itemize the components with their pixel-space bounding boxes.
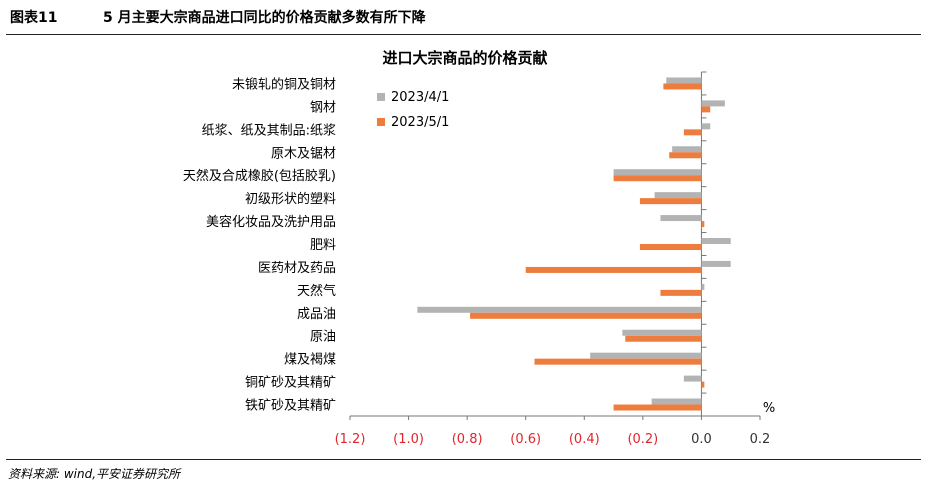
bar-may xyxy=(613,175,702,182)
bar-apr xyxy=(701,123,711,130)
x-tick-label: (1.0) xyxy=(393,432,424,447)
bar-may xyxy=(639,198,702,205)
bottom-divider xyxy=(6,459,921,460)
bar-apr xyxy=(666,77,702,84)
bar-may xyxy=(470,312,702,319)
bar-apr xyxy=(672,146,702,153)
category-label: 钢材 xyxy=(310,100,336,115)
bar-may xyxy=(701,106,711,113)
bar-may xyxy=(639,244,702,250)
bar-apr xyxy=(651,398,702,405)
bar-may xyxy=(534,358,702,365)
bar-may xyxy=(669,152,702,159)
category-label: 未锻轧的铜及铜材 xyxy=(232,76,336,92)
category-label: 纸浆、纸及其制品:纸浆 xyxy=(202,123,336,138)
bar-may xyxy=(701,221,705,228)
x-tick-label: 0.0 xyxy=(691,432,712,447)
bar-may xyxy=(701,381,705,388)
legend-swatch xyxy=(377,118,385,126)
figure-title: 5 月主要大宗商品进口同比的价格贡献多数有所下降 xyxy=(103,10,426,26)
category-label: 肥料 xyxy=(310,238,336,253)
bar-apr xyxy=(683,375,702,382)
category-label: 原油 xyxy=(310,330,336,345)
category-label: 医药材及药品 xyxy=(258,261,336,276)
bar-may xyxy=(525,266,702,273)
bar-apr xyxy=(654,192,702,199)
category-label: 天然气 xyxy=(297,283,336,299)
x-tick-label: (0.8) xyxy=(452,432,483,447)
source-note: 资料来源: wind,平安证券研究所 xyxy=(8,467,181,481)
category-label: 初级形状的塑料 xyxy=(245,191,336,207)
bar-apr xyxy=(417,306,702,313)
bar-may xyxy=(663,83,702,90)
bar-apr xyxy=(701,100,725,107)
x-tick-label: 0.2 xyxy=(750,432,771,447)
legend-label: 2023/5/1 xyxy=(391,115,449,130)
category-label: 铁矿砂及其精矿 xyxy=(245,399,336,414)
bar-may xyxy=(613,404,702,411)
bar-apr xyxy=(701,260,731,267)
category-label: 煤及褐煤 xyxy=(284,353,336,368)
category-label: 美容化妆品及洗护用品 xyxy=(206,214,336,230)
bar-apr xyxy=(622,329,702,336)
legend-swatch xyxy=(377,93,385,101)
bar-may xyxy=(625,335,702,342)
category-label: 天然及合成橡胶(包括胶乳) xyxy=(183,168,336,184)
bar-apr xyxy=(660,215,702,222)
bar-apr xyxy=(701,238,731,244)
category-label: 成品油 xyxy=(297,307,336,322)
top-divider xyxy=(6,34,921,35)
category-label: 铜矿砂及其精矿 xyxy=(245,376,336,391)
legend-label: 2023/4/1 xyxy=(391,90,449,105)
chart-title: 进口大宗商品的价格贡献 xyxy=(382,49,548,67)
x-tick-label: (0.4) xyxy=(569,432,600,447)
x-tick-label: (0.2) xyxy=(627,432,658,447)
x-unit-label: % xyxy=(763,401,775,416)
x-tick-label: (0.6) xyxy=(510,432,541,447)
category-label: 原木及锯材 xyxy=(271,146,336,161)
figure-label: 图表11 xyxy=(10,10,58,26)
bar-apr xyxy=(590,352,702,359)
bar-apr xyxy=(613,169,702,176)
x-tick-label: (1.2) xyxy=(335,432,366,447)
bar-may xyxy=(683,129,702,136)
figure-header: 图表11 5 月主要大宗商品进口同比的价格贡献多数有所下降 xyxy=(0,0,927,36)
bar-may xyxy=(660,289,702,296)
bar-apr xyxy=(701,283,705,290)
